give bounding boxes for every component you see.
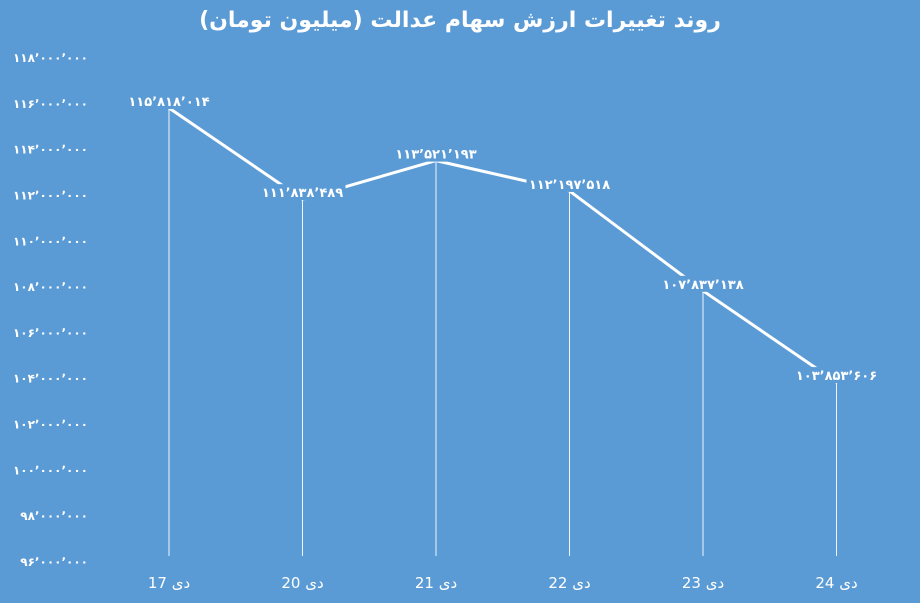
chart-title: روند تغییرات ارزش سهام عدالت (میلیون توم…: [199, 8, 721, 33]
data-label-bg: [793, 367, 880, 384]
y-tick-label: ۱۱۰٬۰۰۰٬۰۰۰: [13, 234, 88, 248]
data-label-bg: [393, 145, 479, 162]
data-label-bg: [526, 175, 613, 192]
data-label-bg: [259, 184, 346, 201]
data-label: ۱۱۲٬۱۹۷٬۵۱۸: [529, 178, 610, 193]
x-tick-label: 23 دی: [682, 574, 724, 592]
data-label: ۱۰۳٬۸۵۳٬۶۰۶: [796, 369, 877, 384]
y-tick-label: ۱۰۴٬۰۰۰٬۰۰۰: [13, 372, 88, 386]
series-line-segment: [568, 189, 705, 293]
y-tick-label: ۱۱۶٬۰۰۰٬۰۰۰: [13, 97, 88, 111]
y-tick-label: ۹۶٬۰۰۰٬۰۰۰: [20, 555, 88, 569]
data-label-bg: [126, 92, 212, 109]
y-tick-label: ۱۱۲٬۰۰۰٬۰۰۰: [13, 188, 88, 202]
data-label: ۱۱۵٬۸۱۸٬۰۱۴: [128, 95, 209, 110]
x-tick-label: 21 دی: [415, 574, 457, 592]
y-tick-label: ۱۰۸٬۰۰۰٬۰۰۰: [13, 280, 88, 294]
y-tick-label: ۱۰۶٬۰۰۰٬۰۰۰: [13, 326, 88, 340]
y-tick-label: ۱۱۴٬۰۰۰٬۰۰۰: [13, 143, 88, 157]
data-label: ۱۱۱٬۸۳۸٬۴۸۹: [262, 186, 343, 201]
series-line-segment: [167, 106, 304, 201]
x-tick-label: 22 دی: [548, 574, 590, 592]
y-tick-label: ۱۰۰٬۰۰۰٬۰۰۰: [13, 463, 88, 477]
data-label-bg: [660, 275, 746, 292]
series-line-segment: [701, 289, 838, 384]
y-tick-label: ۹۸٬۰۰۰٬۰۰۰: [20, 509, 88, 523]
x-tick-label: 24 دی: [815, 574, 857, 592]
x-tick-label: 20 دی: [281, 574, 323, 592]
x-tick-label: 17 دی: [148, 574, 190, 592]
y-tick-label: ۱۰۲٬۰۰۰٬۰۰۰: [13, 418, 88, 432]
data-label: ۱۱۳٬۵۲۱٬۱۹۳: [395, 148, 476, 163]
y-tick-label: ۱۱۸٬۰۰۰٬۰۰۰: [13, 51, 88, 65]
data-label: ۱۰۷٬۸۳۷٬۱۳۸: [662, 278, 743, 293]
